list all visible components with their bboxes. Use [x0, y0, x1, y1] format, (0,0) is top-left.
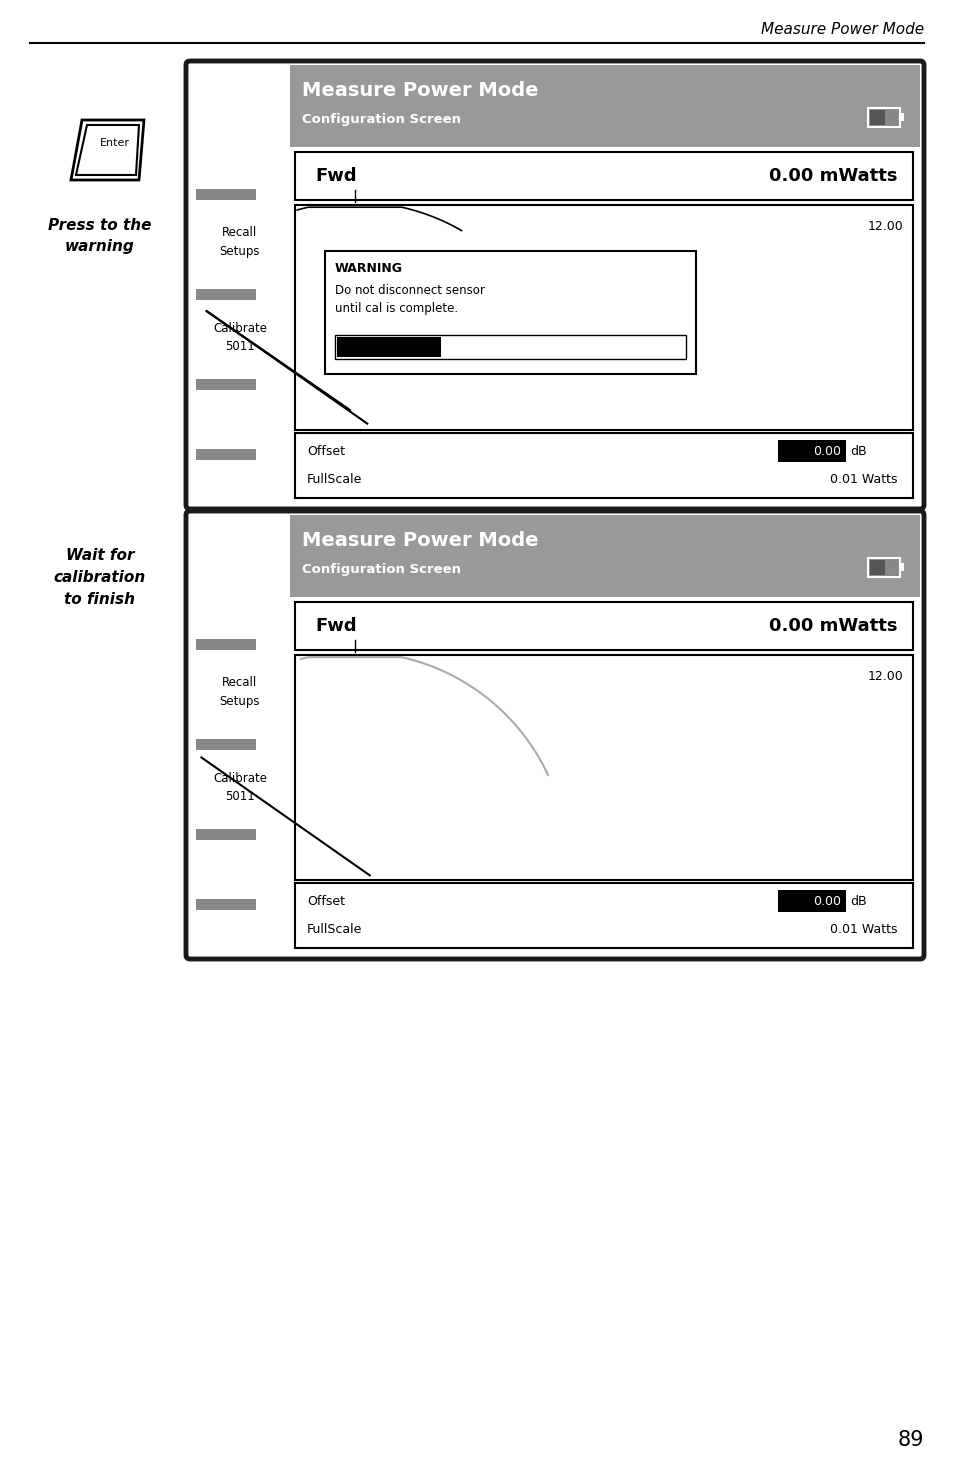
Bar	[336, 338, 440, 357]
Bar	[294, 152, 912, 201]
Bar	[325, 251, 695, 375]
FancyBboxPatch shape	[186, 60, 923, 509]
Text: warning: warning	[65, 239, 134, 255]
Text: 0.00: 0.00	[812, 444, 841, 457]
Text: FullScale: FullScale	[307, 923, 362, 937]
Text: 12.00: 12.00	[866, 220, 902, 233]
Bar	[899, 114, 903, 121]
Text: 12.00: 12.00	[866, 671, 902, 683]
Text: Fwd: Fwd	[314, 167, 356, 184]
Text: Offset: Offset	[307, 895, 345, 907]
Text: FullScale: FullScale	[307, 473, 362, 487]
Bar	[294, 655, 912, 881]
Text: Enter: Enter	[100, 139, 130, 148]
Text: Calibrate: Calibrate	[213, 771, 267, 785]
Text: dB: dB	[849, 895, 865, 907]
Text: Press to the: Press to the	[49, 217, 152, 233]
Text: Wait for: Wait for	[66, 547, 134, 562]
FancyBboxPatch shape	[186, 510, 923, 959]
Text: 0.00: 0.00	[812, 895, 841, 907]
Bar	[195, 189, 255, 201]
Text: 0.01 Watts: 0.01 Watts	[830, 923, 897, 937]
Bar	[195, 829, 255, 839]
Bar	[290, 515, 919, 597]
Text: WARNING: WARNING	[335, 263, 402, 276]
Text: Do not disconnect sensor: Do not disconnect sensor	[335, 285, 484, 296]
Bar	[294, 884, 912, 948]
Text: Configuration Screen: Configuration Screen	[302, 562, 460, 575]
Bar	[294, 434, 912, 499]
Text: Setups: Setups	[219, 245, 260, 258]
Text: Offset: Offset	[307, 444, 345, 457]
Bar	[195, 448, 255, 460]
Text: 5011: 5011	[225, 341, 254, 354]
Bar	[290, 65, 919, 148]
Bar	[195, 898, 255, 910]
Text: Setups: Setups	[219, 696, 260, 708]
Text: until cal is complete.: until cal is complete.	[335, 302, 457, 316]
Bar	[195, 739, 255, 749]
Text: Calibrate: Calibrate	[213, 322, 267, 335]
Bar	[867, 558, 899, 577]
Text: 0.00 mWatts: 0.00 mWatts	[769, 167, 897, 184]
Text: 89: 89	[897, 1429, 923, 1450]
Text: Recall: Recall	[222, 677, 257, 689]
Text: calibration: calibration	[53, 569, 146, 584]
Bar	[867, 108, 899, 127]
Bar	[335, 335, 685, 360]
Bar	[195, 379, 255, 389]
Text: dB: dB	[849, 444, 865, 457]
Text: Measure Power Mode: Measure Power Mode	[302, 81, 537, 100]
Text: Measure Power Mode: Measure Power Mode	[760, 22, 923, 37]
Text: 0.01 Watts: 0.01 Watts	[830, 473, 897, 487]
Bar	[195, 289, 255, 299]
Text: Recall: Recall	[222, 227, 257, 239]
Text: 0.00 mWatts: 0.00 mWatts	[769, 617, 897, 636]
Bar	[778, 891, 845, 912]
Bar	[869, 111, 884, 125]
Text: 5011: 5011	[225, 791, 254, 804]
Text: Configuration Screen: Configuration Screen	[302, 112, 460, 125]
Text: Measure Power Mode: Measure Power Mode	[302, 531, 537, 550]
Polygon shape	[76, 125, 139, 176]
Bar	[869, 560, 884, 575]
Text: Fwd: Fwd	[314, 617, 356, 636]
Bar	[195, 639, 255, 650]
Text: to finish: to finish	[65, 591, 135, 606]
Bar	[294, 205, 912, 431]
Bar	[294, 602, 912, 650]
Bar	[899, 563, 903, 571]
Bar	[778, 440, 845, 462]
